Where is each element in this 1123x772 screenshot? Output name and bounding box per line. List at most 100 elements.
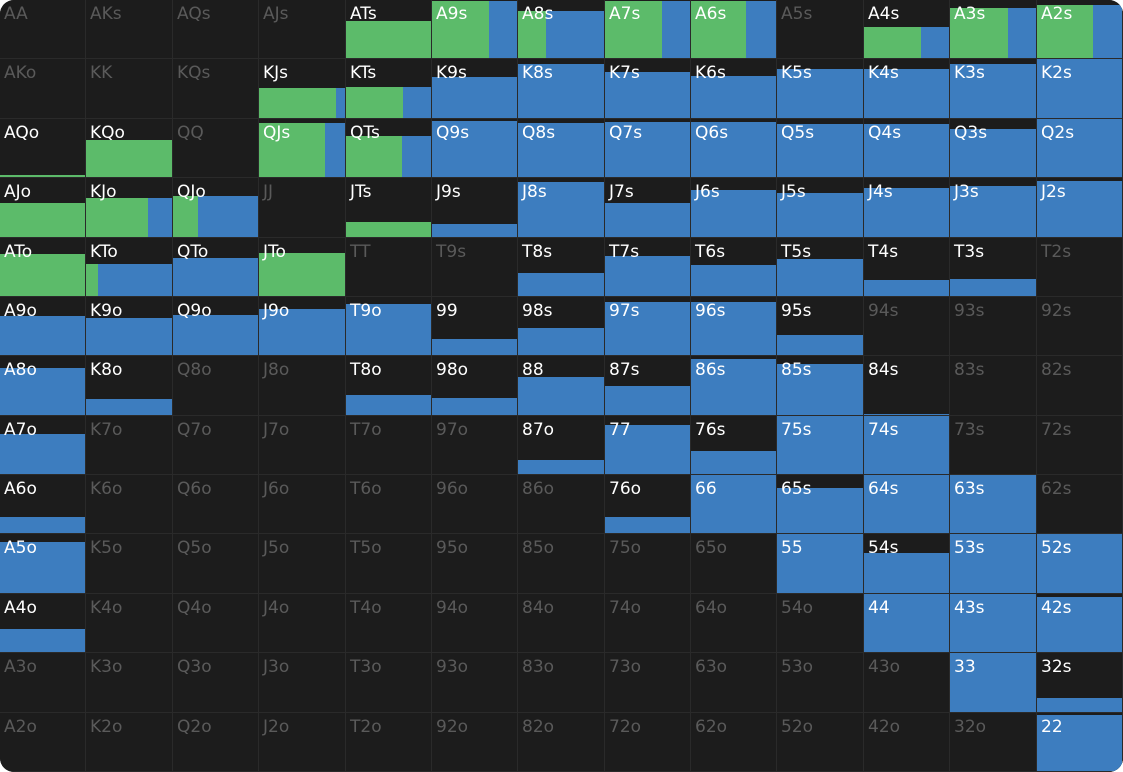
hand-cell[interactable]: 43o	[864, 653, 950, 713]
hand-cell[interactable]: AJs	[259, 0, 346, 59]
hand-cell[interactable]: 97o	[432, 416, 518, 475]
hand-cell[interactable]: 76o	[605, 475, 691, 534]
hand-cell[interactable]: 74o	[605, 594, 691, 653]
hand-cell[interactable]: A2s	[1037, 0, 1123, 59]
hand-cell[interactable]: Q2s	[1037, 119, 1123, 178]
hand-cell[interactable]: Q6o	[173, 475, 259, 534]
hand-cell[interactable]: K3o	[86, 653, 173, 713]
hand-cell[interactable]: 52s	[1037, 534, 1123, 594]
hand-cell[interactable]: 72s	[1037, 416, 1123, 475]
hand-cell[interactable]: 22	[1037, 713, 1123, 772]
hand-cell[interactable]: 92o	[432, 713, 518, 772]
hand-cell[interactable]: Q5s	[777, 119, 864, 178]
hand-cell[interactable]: 85s	[777, 356, 864, 416]
hand-cell[interactable]: Q3o	[173, 653, 259, 713]
hand-cell[interactable]: J5s	[777, 178, 864, 238]
hand-cell[interactable]: A8o	[0, 356, 86, 416]
hand-cell[interactable]: 99	[432, 297, 518, 356]
hand-cell[interactable]: 63o	[691, 653, 777, 713]
hand-cell[interactable]: QQ	[173, 119, 259, 178]
hand-cell[interactable]: 62o	[691, 713, 777, 772]
hand-cell[interactable]: J2o	[259, 713, 346, 772]
hand-cell[interactable]: Q7s	[605, 119, 691, 178]
hand-cell[interactable]: T5o	[346, 534, 432, 594]
hand-cell[interactable]: K6s	[691, 59, 777, 119]
hand-cell[interactable]: 83s	[950, 356, 1037, 416]
hand-cell[interactable]: T6o	[346, 475, 432, 534]
hand-cell[interactable]: 65s	[777, 475, 864, 534]
hand-cell[interactable]: 64o	[691, 594, 777, 653]
hand-cell[interactable]: 75o	[605, 534, 691, 594]
hand-cell[interactable]: 42s	[1037, 594, 1123, 653]
hand-cell[interactable]: 98s	[518, 297, 605, 356]
hand-cell[interactable]: A4s	[864, 0, 950, 59]
hand-cell[interactable]: K9o	[86, 297, 173, 356]
hand-cell[interactable]: Q2o	[173, 713, 259, 772]
hand-cell[interactable]: T4o	[346, 594, 432, 653]
hand-cell[interactable]: ATo	[0, 238, 86, 297]
hand-cell[interactable]: AKo	[0, 59, 86, 119]
hand-cell[interactable]: 65o	[691, 534, 777, 594]
hand-cell[interactable]: 75s	[777, 416, 864, 475]
hand-cell[interactable]: KQo	[86, 119, 173, 178]
hand-cell[interactable]: KJs	[259, 59, 346, 119]
hand-cell[interactable]: Q5o	[173, 534, 259, 594]
hand-cell[interactable]: J4o	[259, 594, 346, 653]
hand-cell[interactable]: K7s	[605, 59, 691, 119]
hand-cell[interactable]: AKs	[86, 0, 173, 59]
hand-cell[interactable]: AQo	[0, 119, 86, 178]
hand-cell[interactable]: A4o	[0, 594, 86, 653]
hand-cell[interactable]: Q4o	[173, 594, 259, 653]
hand-cell[interactable]: K4o	[86, 594, 173, 653]
hand-cell[interactable]: 93s	[950, 297, 1037, 356]
hand-cell[interactable]: A9s	[432, 0, 518, 59]
hand-cell[interactable]: 54s	[864, 534, 950, 594]
hand-cell[interactable]: 76s	[691, 416, 777, 475]
hand-cell[interactable]: J6o	[259, 475, 346, 534]
hand-cell[interactable]: 82o	[518, 713, 605, 772]
hand-cell[interactable]: K5o	[86, 534, 173, 594]
hand-cell[interactable]: 77	[605, 416, 691, 475]
hand-cell[interactable]: J9o	[259, 297, 346, 356]
hand-cell[interactable]: 55	[777, 534, 864, 594]
hand-cell[interactable]: 73o	[605, 653, 691, 713]
hand-cell[interactable]: K8s	[518, 59, 605, 119]
hand-cell[interactable]: A7s	[605, 0, 691, 59]
hand-cell[interactable]: QJo	[173, 178, 259, 238]
hand-cell[interactable]: 66	[691, 475, 777, 534]
hand-cell[interactable]: J3o	[259, 653, 346, 713]
hand-cell[interactable]: JTs	[346, 178, 432, 238]
hand-cell[interactable]: Q9s	[432, 119, 518, 178]
hand-cell[interactable]: J7s	[605, 178, 691, 238]
hand-cell[interactable]: 97s	[605, 297, 691, 356]
hand-cell[interactable]: QJs	[259, 119, 346, 178]
hand-cell[interactable]: T6s	[691, 238, 777, 297]
hand-cell[interactable]: 43s	[950, 594, 1037, 653]
hand-cell[interactable]: 74s	[864, 416, 950, 475]
hand-cell[interactable]: T9s	[432, 238, 518, 297]
hand-cell[interactable]: 64s	[864, 475, 950, 534]
hand-cell[interactable]: 82s	[1037, 356, 1123, 416]
hand-cell[interactable]: J9s	[432, 178, 518, 238]
hand-cell[interactable]: TT	[346, 238, 432, 297]
hand-cell[interactable]: AA	[0, 0, 86, 59]
hand-cell[interactable]: 92s	[1037, 297, 1123, 356]
hand-cell[interactable]: J2s	[1037, 178, 1123, 238]
hand-cell[interactable]: 85o	[518, 534, 605, 594]
hand-cell[interactable]: 32o	[950, 713, 1037, 772]
hand-cell[interactable]: 42o	[864, 713, 950, 772]
hand-cell[interactable]: A2o	[0, 713, 86, 772]
hand-cell[interactable]: 53o	[777, 653, 864, 713]
hand-cell[interactable]: 83o	[518, 653, 605, 713]
hand-cell[interactable]: 86o	[518, 475, 605, 534]
hand-cell[interactable]: K5s	[777, 59, 864, 119]
hand-cell[interactable]: 86s	[691, 356, 777, 416]
hand-cell[interactable]: J5o	[259, 534, 346, 594]
hand-cell[interactable]: 84o	[518, 594, 605, 653]
hand-cell[interactable]: Q7o	[173, 416, 259, 475]
hand-cell[interactable]: T3s	[950, 238, 1037, 297]
hand-cell[interactable]: K7o	[86, 416, 173, 475]
hand-cell[interactable]: K6o	[86, 475, 173, 534]
hand-cell[interactable]: 54o	[777, 594, 864, 653]
hand-cell[interactable]: KJo	[86, 178, 173, 238]
